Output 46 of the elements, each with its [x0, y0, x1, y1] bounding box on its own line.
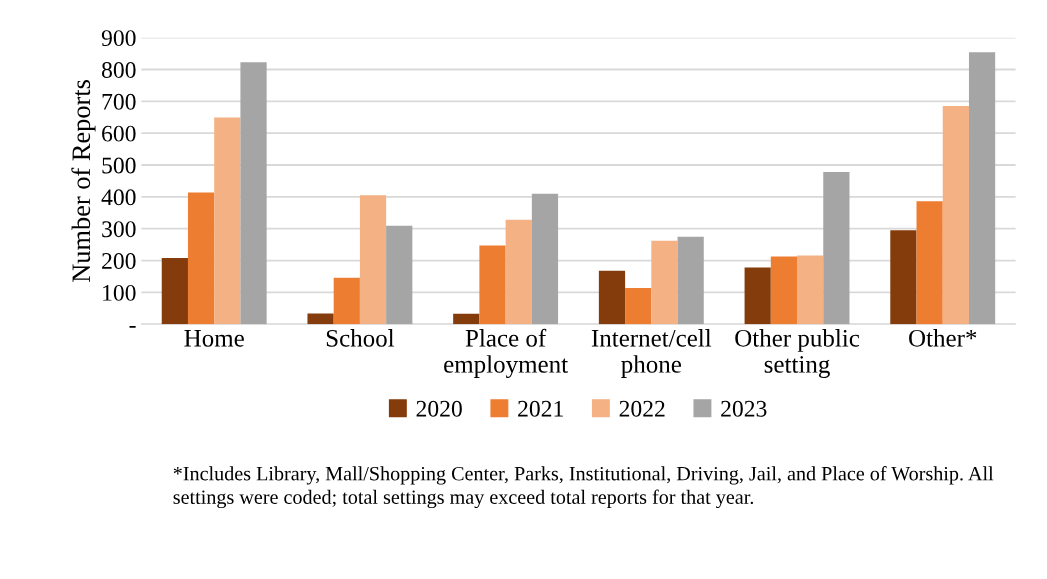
- x-tick-label: Other*: [909, 329, 977, 347]
- bar: [479, 245, 506, 325]
- bar: [916, 201, 943, 325]
- x-tick-label: Other public setting: [735, 329, 860, 378]
- y-axis-title: Number of Reports: [71, 80, 96, 283]
- bar: [453, 313, 480, 325]
- bar: [651, 240, 678, 325]
- legend-label: 2020: [416, 400, 462, 417]
- y-tick-label: 900: [101, 30, 136, 47]
- y-tick-label: 700: [102, 93, 136, 110]
- bar: [968, 52, 996, 325]
- x-tick-label: Internet/cell phone: [591, 329, 712, 378]
- bar: [942, 106, 969, 325]
- bar: [677, 236, 704, 325]
- text: *Includes Library, Mall/Shopping Center, Parks, Institutional, Driving, Jail, and Place of Worship. All settings were coded; total settings may exceed total reports for that year.: [173, 466, 994, 509]
- bar: [823, 172, 850, 325]
- bar: [625, 287, 652, 325]
- bar: [333, 277, 360, 325]
- y-tick-label: 400: [101, 189, 136, 206]
- y-tick-label: 300: [102, 221, 136, 238]
- bar: [214, 117, 241, 325]
- y-tick-label: 800: [101, 61, 136, 78]
- bar: [240, 62, 267, 325]
- x-tick-label: School: [326, 329, 395, 347]
- y-tick-label: 200: [102, 253, 136, 269]
- legend-label: 2022: [619, 400, 665, 417]
- bar: [531, 193, 559, 325]
- bar: [797, 255, 824, 325]
- y-tick-label: 500: [102, 157, 136, 174]
- legend-label: 2021: [518, 400, 563, 417]
- bar: [744, 267, 771, 325]
- bar: [386, 225, 413, 325]
- legend-label: 2023: [721, 400, 767, 417]
- y-tick-label: 600: [102, 125, 136, 142]
- y-tick-label: 100: [103, 284, 136, 301]
- bar: [359, 195, 387, 325]
- bar: [187, 192, 215, 325]
- bar: [598, 270, 626, 325]
- bar: [890, 230, 917, 325]
- bar: [770, 256, 798, 325]
- bar: [307, 313, 334, 325]
- bar: [161, 258, 188, 325]
- x-tick-label: Home: [184, 330, 244, 347]
- bar: [505, 219, 532, 325]
- y-tick-label: -: [129, 325, 136, 328]
- x-tick-label: Place of employment: [444, 328, 568, 378]
